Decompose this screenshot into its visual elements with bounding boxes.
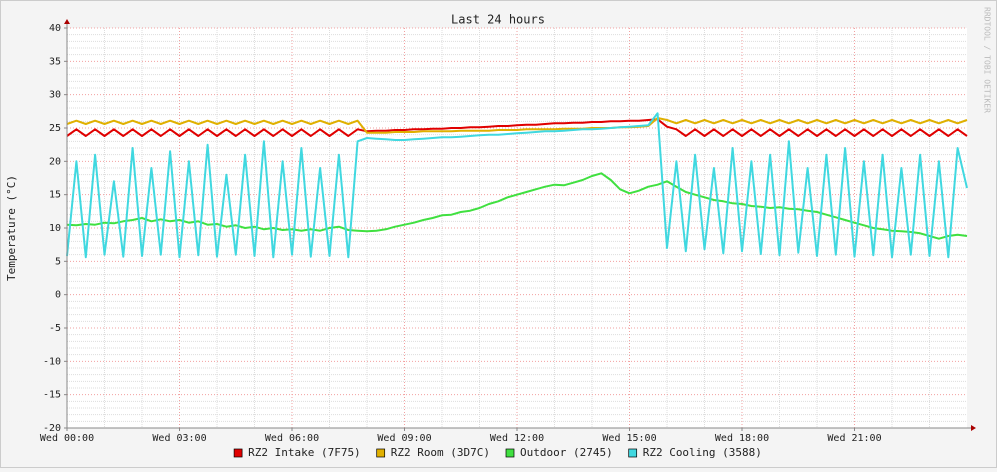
legend-item: RZ2 Room (3D7C) <box>376 446 490 459</box>
x-tick-label: Wed 06:00 <box>265 433 319 444</box>
axis-arrow <box>971 425 976 431</box>
series-line <box>66 172 968 240</box>
y-tick-label: -5 <box>49 323 61 334</box>
legend-label: Outdoor (2745) <box>520 446 613 459</box>
legend-swatch <box>505 448 515 458</box>
axis-arrow <box>64 19 70 24</box>
x-tick-label: Wed 00:00 <box>40 433 94 444</box>
y-tick-label: 10 <box>49 223 61 234</box>
legend-label: RZ2 Room (3D7C) <box>391 446 490 459</box>
y-tick-label: -10 <box>43 356 61 367</box>
legend-item: RZ2 Intake (7F75) <box>233 446 361 459</box>
watermark: RRDTOOL / TOBI OETIKER <box>983 7 992 113</box>
legend-label: RZ2 Intake (7F75) <box>248 446 361 459</box>
y-tick-label: 35 <box>49 56 61 67</box>
y-tick-label: 40 <box>49 23 61 34</box>
y-tick-label: 20 <box>49 156 61 167</box>
grid <box>66 27 967 429</box>
y-tick-label: 25 <box>49 123 61 134</box>
x-tick-label: Wed 18:00 <box>715 433 769 444</box>
x-tick-label: Wed 12:00 <box>490 433 544 444</box>
y-axis-label: Temperature (°C) <box>5 175 18 281</box>
y-tick-label: 5 <box>55 256 61 267</box>
legend-swatch <box>376 448 386 458</box>
chart-title: Last 24 hours <box>451 13 545 27</box>
legend-swatch <box>233 448 243 458</box>
x-tick-label: Wed 09:00 <box>377 433 431 444</box>
legend-item: Outdoor (2745) <box>505 446 613 459</box>
series-line <box>66 112 968 259</box>
y-tick-label: 15 <box>49 190 61 201</box>
series-line <box>66 118 968 137</box>
y-tick-label: -20 <box>43 423 61 434</box>
axes: -20 -15 -10 -5 0 5 10 15 20 25 30 35 40 Wed 00:00 Wed … <box>40 19 976 444</box>
y-tick-label: -15 <box>43 390 61 401</box>
legend-label: RZ2 Cooling (3588) <box>643 446 762 459</box>
x-tick-label: Wed 03:00 <box>152 433 206 444</box>
x-tick-label: Wed 21:00 <box>827 433 881 444</box>
y-tick-label: 30 <box>49 90 61 101</box>
legend-item: RZ2 Cooling (3588) <box>628 446 762 459</box>
series-line <box>66 117 968 134</box>
lines <box>66 112 968 259</box>
x-tick-label: Wed 15:00 <box>602 433 656 444</box>
legend: RZ2 Intake (7F75) RZ2 Room (3D7C) Outdoor … <box>233 446 762 459</box>
legend-swatch <box>628 448 638 458</box>
y-tick-label: 0 <box>55 290 61 301</box>
